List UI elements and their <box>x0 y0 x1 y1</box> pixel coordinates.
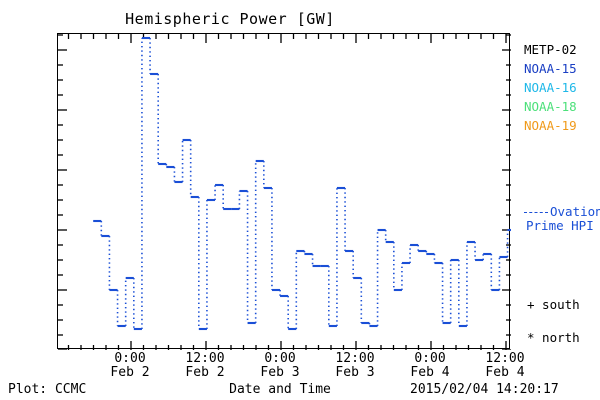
legend-ovation-label-line1: Ovation <box>550 204 600 219</box>
legend: METP-02 NOAA-15 NOAA-16 NOAA-18 NOAA-19 <box>524 40 600 135</box>
plot-frame <box>57 33 511 350</box>
dashed-line-icon <box>524 212 548 213</box>
chart-title: Hemispheric Power [GW] <box>125 10 335 28</box>
legend-item-noaa-15: NOAA-15 <box>524 61 577 76</box>
x-tick-time: 0:00 <box>114 351 146 366</box>
legend-item-noaa-19: NOAA-19 <box>524 118 577 133</box>
x-tick-date: Feb 3 <box>335 365 375 380</box>
legend-symbol-south: + south <box>527 297 580 312</box>
legend-symbol-north: * north <box>527 330 580 345</box>
plot-credit: Plot: CCMC <box>8 382 87 397</box>
x-tick-date: Feb 3 <box>260 365 300 380</box>
x-tick-date: Feb 2 <box>110 365 150 380</box>
legend-item-noaa-18: NOAA-18 <box>524 99 577 114</box>
x-tick-date: Feb 4 <box>485 365 525 380</box>
x-tick-label: 12:00 Feb 4 <box>465 352 545 380</box>
legend-item-ovation-prime: Ovation Prime HPI <box>524 205 600 233</box>
x-tick-time: 12:00 <box>335 351 375 366</box>
y-axis-title: P [GW] <box>0 80 1 170</box>
x-tick-time: 0:00 <box>264 351 296 366</box>
x-tick-label: 0:00 Feb 3 <box>240 352 320 380</box>
x-tick-label: 12:00 Feb 2 <box>165 352 245 380</box>
x-tick-time: 12:00 <box>185 351 225 366</box>
x-tick-time: 0:00 <box>414 351 446 366</box>
legend-ovation-label-line2: Prime HPI <box>526 218 594 233</box>
x-tick-label: 0:00 Feb 4 <box>390 352 470 380</box>
x-tick-time: 12:00 <box>485 351 525 366</box>
plot-canvas <box>58 34 511 350</box>
x-axis-title: Date and Time <box>229 382 331 397</box>
x-tick-label: 0:00 Feb 2 <box>90 352 170 380</box>
legend-item-metp-02: METP-02 <box>524 42 577 57</box>
plot-timestamp: 2015/02/04 14:20:17 <box>410 382 559 397</box>
x-tick-label: 12:00 Feb 3 <box>315 352 395 380</box>
x-tick-date: Feb 4 <box>410 365 450 380</box>
x-tick-date: Feb 2 <box>185 365 225 380</box>
legend-item-noaa-16: NOAA-16 <box>524 80 577 95</box>
